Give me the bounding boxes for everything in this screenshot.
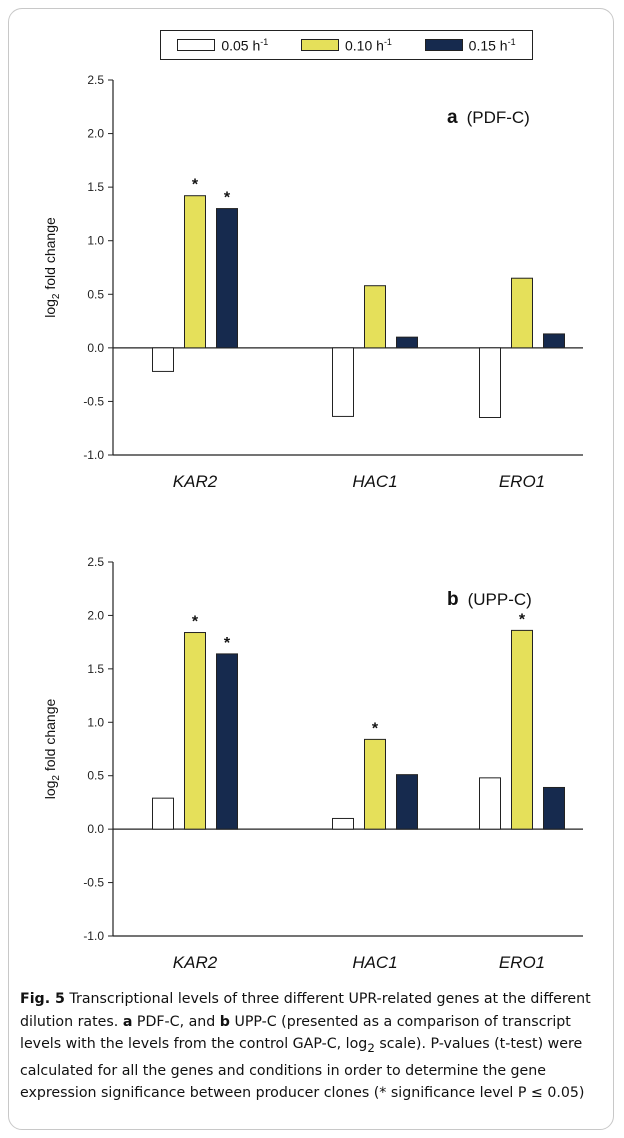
- bar: [152, 797, 174, 830]
- category-label: KAR2: [173, 472, 218, 491]
- y-axis-label: log2 fold change: [42, 699, 62, 800]
- bar: [152, 347, 174, 372]
- legend-swatch-1: [301, 39, 339, 51]
- y-tick-label: 0.0: [87, 341, 104, 355]
- y-tick-label: 1.5: [87, 180, 104, 194]
- y-tick-label: 2.0: [87, 127, 104, 141]
- bar: [543, 786, 565, 830]
- y-tick-label: 1.5: [87, 662, 104, 676]
- panel-label: a (PDF-C): [447, 107, 530, 128]
- bar: [396, 774, 418, 830]
- y-tick-label: -1.0: [83, 448, 104, 462]
- category-label: HAC1: [352, 953, 397, 972]
- significance-marker: *: [224, 190, 231, 207]
- legend-item: 0.15 h-1: [424, 36, 516, 54]
- bar: [511, 629, 533, 830]
- figure-caption: Fig. 5 Transcriptional levels of three d…: [20, 988, 610, 1105]
- y-tick-label: -0.5: [83, 394, 104, 408]
- bar: [364, 285, 386, 349]
- y-tick-label: 0.0: [87, 822, 104, 836]
- caption-text: Transcriptional levels of three differen…: [20, 991, 591, 1030]
- bar: [332, 347, 354, 417]
- y-axis-label: log2 fold change: [42, 217, 62, 318]
- bar: [479, 347, 501, 419]
- legend-swatch-0: [177, 39, 216, 51]
- significance-marker: *: [192, 177, 199, 194]
- caption-fig-label: Fig. 5: [20, 991, 65, 1007]
- caption-text: scale). P-values (t-test) were calculate…: [20, 1036, 585, 1102]
- bar: [364, 738, 386, 830]
- legend-label: 0.15 h-1: [468, 36, 516, 54]
- caption-sub: 2: [367, 1041, 375, 1056]
- bar: [332, 817, 354, 830]
- bar: [479, 777, 501, 830]
- y-tick-label: 1.0: [87, 234, 104, 248]
- legend: 0.05 h-1 0.10 h-1 0.15 h-1: [160, 30, 533, 60]
- bar: [216, 653, 238, 830]
- significance-marker: *: [192, 614, 199, 631]
- y-tick-label: 2.5: [87, 73, 104, 87]
- bar: [543, 333, 565, 349]
- caption-text: PDF-C, and: [132, 1013, 220, 1030]
- legend-item: 0.05 h-1: [177, 36, 269, 54]
- bar: [184, 632, 206, 830]
- significance-marker: *: [224, 635, 231, 652]
- significance-marker: *: [519, 611, 526, 628]
- panel-label: b (UPP-C): [447, 589, 532, 610]
- caption-panel-b: b: [219, 1013, 230, 1030]
- y-tick-label: 0.5: [87, 287, 104, 301]
- bar: [511, 277, 533, 349]
- y-tick-label: -0.5: [83, 876, 104, 890]
- figure-frame: [8, 8, 614, 1130]
- y-tick-label: 1.0: [87, 715, 104, 729]
- y-tick-label: 2.0: [87, 608, 104, 622]
- legend-label: 0.05 h-1: [221, 36, 269, 54]
- legend-label: 0.10 h-1: [345, 36, 392, 54]
- y-tick-label: 2.5: [87, 555, 104, 569]
- caption-panel-a: a: [122, 1013, 133, 1030]
- category-label: ERO1: [499, 472, 545, 491]
- caption-text: UPP-C (presented as a comparison of tran…: [20, 1013, 571, 1053]
- significance-marker: *: [372, 720, 379, 737]
- y-tick-label: 0.5: [87, 769, 104, 783]
- legend-swatch-2: [424, 39, 463, 51]
- bar: [396, 336, 418, 349]
- y-tick-label: -1.0: [83, 929, 104, 943]
- legend-item: 0.10 h-1: [301, 36, 392, 54]
- category-label: ERO1: [499, 953, 545, 972]
- bar: [216, 208, 238, 349]
- bar: [184, 195, 206, 349]
- category-label: KAR2: [173, 953, 218, 972]
- category-label: HAC1: [352, 472, 397, 491]
